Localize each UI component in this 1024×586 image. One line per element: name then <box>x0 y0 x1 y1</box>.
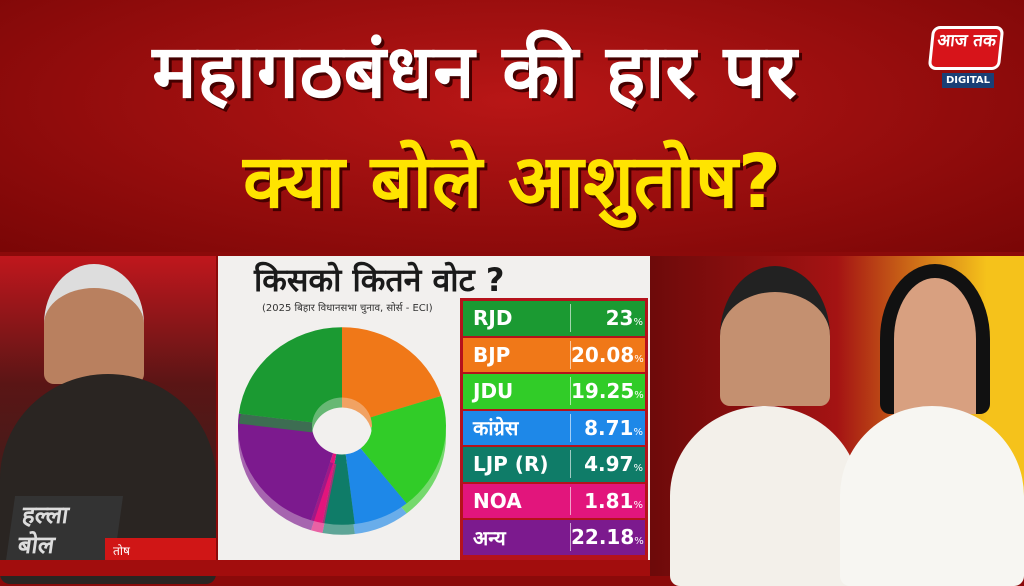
headline-line-1: महागठबंधन की हार पर <box>152 29 798 115</box>
vote-value: 8.71 <box>584 415 634 440</box>
vote-value: 1.81 <box>584 488 634 513</box>
pie-slice-jdu <box>360 395 446 504</box>
vote-share-chart: किसको कितने वोट ? (2025 बिहार विधानसभा च… <box>218 256 650 560</box>
anchor-body <box>840 406 1024 586</box>
pie-slice-rjd <box>238 327 342 423</box>
aajtak-logo: आज तक DIGITAL <box>927 26 1012 90</box>
pie-slice-ljp-r- <box>322 453 355 525</box>
logo-badge: DIGITAL <box>942 73 994 88</box>
pie-slice-bjp <box>342 327 442 418</box>
vote-share: 1.81% <box>571 489 645 513</box>
leader-head <box>720 266 830 406</box>
unit: % <box>633 317 643 329</box>
pie-slice-- <box>238 413 334 521</box>
table-row: अन्य 22.18% <box>463 520 645 555</box>
leader-body <box>670 406 860 586</box>
guest-head <box>44 264 144 384</box>
unit: % <box>633 426 643 438</box>
unit: % <box>634 536 644 548</box>
vote-share: 20.08% <box>571 343 646 367</box>
vote-share: 23% <box>571 306 645 330</box>
chart-title: किसको कितने वोट ? <box>254 261 505 299</box>
footer-strip <box>0 560 650 576</box>
table-row: NOA 1.81% <box>463 483 645 518</box>
name-strip: तोष <box>105 538 216 560</box>
vote-value: 22.18 <box>571 525 635 550</box>
table-row: RJD 23% <box>463 301 645 336</box>
chart-subtitle: (2025 बिहार विधानसभा चुनाव, सोर्स - ECI) <box>262 303 433 314</box>
table-row: JDU 19.25% <box>463 374 645 409</box>
vote-share: 4.97% <box>571 452 645 476</box>
party-name: BJP <box>463 340 571 369</box>
party-name: JDU <box>463 377 571 406</box>
vote-share: 19.25% <box>571 379 646 403</box>
party-name: NOA <box>463 486 571 515</box>
vote-share: 8.71% <box>571 416 645 440</box>
table-row: LJP (R) 4.97% <box>463 447 645 482</box>
pie-slice-- <box>345 448 407 525</box>
headline-line-2: क्या बोले आशुतोष? <box>243 139 781 225</box>
party-name: LJP (R) <box>463 450 571 479</box>
table-row: BJP 20.08% <box>463 337 646 372</box>
unit: % <box>633 463 643 475</box>
unit: % <box>633 499 643 511</box>
vote-table: RJD 23% BJP 20.08% JDU 19.25% कांग्रेस 8.71% LJP… <box>460 298 648 560</box>
unit: % <box>634 390 644 402</box>
vote-value: 19.25 <box>571 379 635 404</box>
headline-banner: महागठबंधन की हार पर क्या बोले आशुतोष? आज… <box>0 0 1024 252</box>
leaders-photo <box>650 256 1024 586</box>
vote-value: 20.08 <box>571 342 635 367</box>
table-row: कांग्रेस 8.71% <box>463 410 645 445</box>
anchor-head <box>880 264 990 414</box>
vote-value: 4.97 <box>584 452 634 477</box>
party-name: RJD <box>463 304 571 333</box>
party-name: कांग्रेस <box>463 413 571 442</box>
vote-value: 23 <box>605 306 634 331</box>
unit: % <box>634 353 644 365</box>
party-name: अन्य <box>463 523 571 552</box>
vote-share: 22.18% <box>571 525 646 549</box>
logo-mark: आज तक <box>927 26 1005 70</box>
donut-chart <box>238 327 446 535</box>
